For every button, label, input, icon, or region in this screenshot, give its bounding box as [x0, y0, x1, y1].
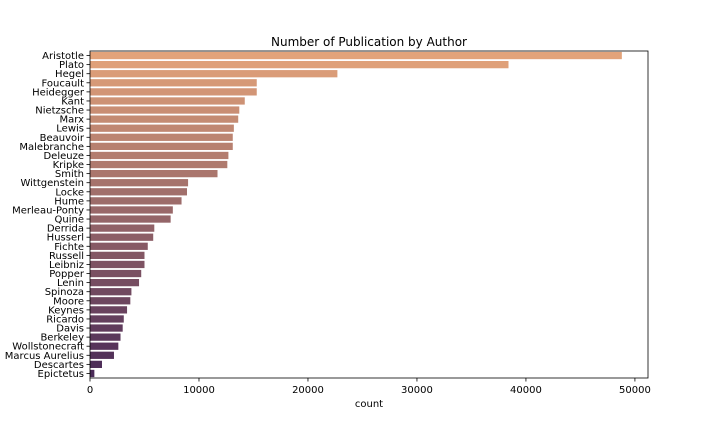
y-tick-label: Malebranche: [19, 142, 84, 153]
y-tick-label: Plato: [59, 60, 84, 71]
y-tick-label: Keynes: [48, 305, 84, 316]
y-tick-label: Foucault: [41, 78, 84, 89]
y-tick-label: Lenin: [57, 278, 84, 289]
bar-moore: [90, 297, 131, 305]
bar-marcus-aurelius: [90, 351, 114, 359]
bar-derrida: [90, 224, 155, 232]
y-tick-label: Moore: [53, 296, 84, 307]
y-tick-label: Deleuze: [43, 151, 84, 162]
bar-leibniz: [90, 260, 145, 269]
bar-foucault: [90, 79, 257, 87]
bars-group: [90, 51, 622, 378]
y-tick-label: Fichte: [54, 242, 84, 253]
y-tick-label: Spinoza: [45, 287, 84, 298]
x-tick-label: 10000: [183, 385, 215, 396]
bar-ricardo: [90, 315, 124, 323]
y-tick-label: Russell: [49, 251, 84, 262]
bar-hume: [90, 197, 182, 205]
bar-davis: [90, 324, 123, 332]
bar-spinoza: [90, 288, 132, 296]
chart-title: Number of Publication by Author: [271, 35, 467, 49]
y-tick-label: Marcus Aurelius: [5, 351, 84, 362]
y-tick-labels: AristotlePlatoHegelFoucaultHeideggerKant…: [5, 51, 90, 380]
plot-frame: [89, 50, 649, 379]
bar-locke: [90, 188, 187, 196]
y-tick-label: Berkeley: [40, 333, 84, 344]
x-ticks: 0 10000 20000 30000 40000 50000: [87, 378, 651, 396]
x-tick-label: 20000: [292, 385, 324, 396]
y-tick-label: Locke: [55, 187, 84, 198]
bar-descartes: [90, 360, 102, 369]
bar-quine: [90, 215, 171, 223]
bar-keynes: [90, 306, 128, 314]
x-tick-label: 40000: [510, 385, 542, 396]
y-tick-label: Kripke: [53, 160, 84, 171]
bar-deleuze: [90, 151, 229, 160]
bar-aristotle: [90, 51, 622, 60]
bar-lenin: [90, 278, 140, 287]
x-tick-label: 30000: [401, 385, 433, 396]
bar-heidegger: [90, 88, 257, 96]
y-tick-label: Beauvoir: [40, 133, 85, 144]
y-tick-label: Popper: [49, 269, 85, 280]
bar-lewis: [90, 124, 234, 132]
bar-hegel: [90, 70, 338, 78]
y-tick-label: Wollstonecraft: [12, 342, 84, 353]
bar-merleau-ponty: [90, 206, 173, 214]
x-axis-label: count: [355, 399, 383, 410]
y-tick-label: Aristotle: [42, 51, 84, 62]
bar-plato: [90, 60, 509, 69]
bar-wittgenstein: [90, 179, 189, 187]
y-tick-label: Wittgenstein: [20, 178, 84, 189]
bar-marx: [90, 115, 239, 123]
bar-wollstonecraft: [90, 342, 119, 350]
y-tick-label: Husserl: [47, 233, 84, 244]
bar-beauvoir: [90, 133, 233, 141]
bar-kant: [90, 97, 245, 105]
y-tick-label: Smith: [55, 169, 84, 180]
bar-russell: [90, 251, 145, 260]
y-tick-label: Derrida: [47, 224, 84, 235]
bar-kripke: [90, 160, 228, 169]
y-tick-label: Epictetus: [38, 369, 84, 380]
y-tick-label: Marx: [59, 115, 84, 126]
y-tick-label: Heidegger: [32, 87, 85, 98]
y-tick-label: Hegel: [55, 69, 84, 80]
bar-berkeley: [90, 333, 121, 341]
bar-malebranche: [90, 142, 233, 151]
bar-popper: [90, 269, 142, 278]
y-tick-label: Davis: [56, 324, 84, 335]
bar-fichte: [90, 242, 148, 250]
x-tick-label: 0: [87, 385, 93, 396]
bar-husserl: [90, 233, 154, 241]
y-tick-label: Descartes: [34, 360, 84, 371]
y-tick-label: Hume: [54, 196, 84, 207]
bar-nietzsche: [90, 106, 240, 114]
y-tick-label: Quine: [55, 215, 84, 226]
y-tick-label: Leibniz: [49, 260, 84, 271]
y-tick-label: Ricardo: [46, 314, 84, 325]
x-tick-label: 50000: [619, 385, 651, 396]
y-tick-label: Kant: [61, 96, 84, 107]
bar-epictetus: [90, 369, 95, 378]
y-tick-label: Merleau-Ponty: [12, 205, 84, 216]
y-tick-label: Nietzsche: [35, 106, 84, 117]
y-tick-label: Lewis: [56, 124, 84, 135]
bar-smith: [90, 169, 218, 178]
